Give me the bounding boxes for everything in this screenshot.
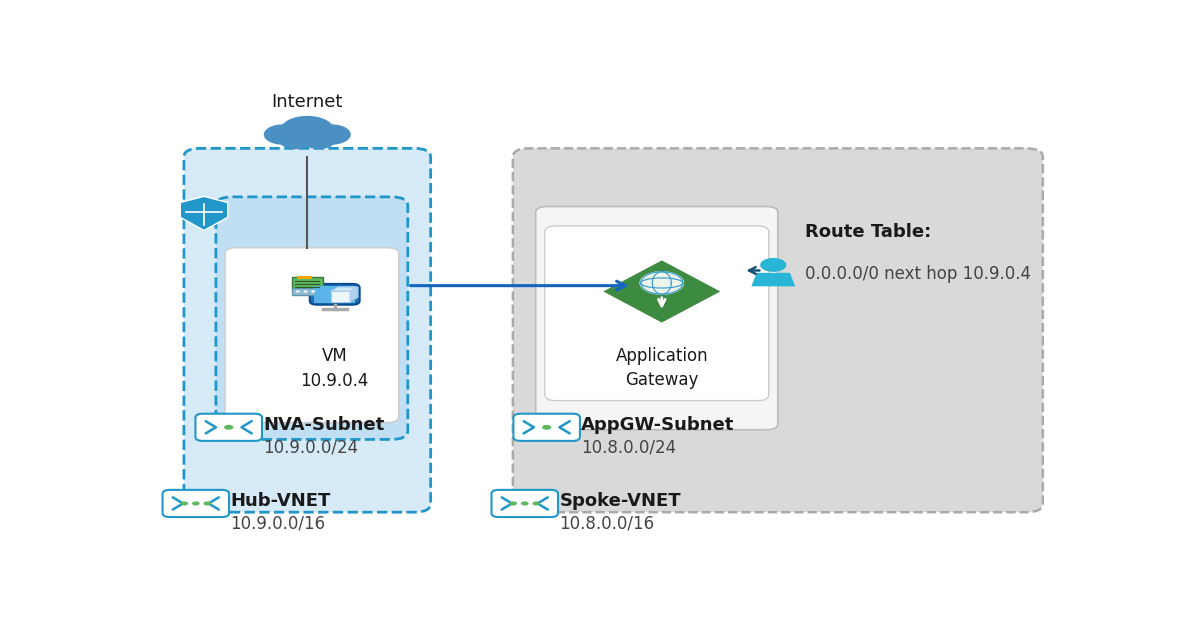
Circle shape xyxy=(760,258,786,272)
Polygon shape xyxy=(180,197,228,231)
FancyBboxPatch shape xyxy=(314,286,356,302)
FancyBboxPatch shape xyxy=(297,277,312,280)
Text: Application
Gateway: Application Gateway xyxy=(615,347,709,389)
Text: 10.8.0.0/24: 10.8.0.0/24 xyxy=(581,438,677,457)
Circle shape xyxy=(639,271,684,295)
Text: 10.9.0.4: 10.9.0.4 xyxy=(301,372,369,389)
Circle shape xyxy=(192,501,199,505)
Circle shape xyxy=(279,132,312,149)
Circle shape xyxy=(281,116,334,144)
Text: 10.9.0.0/24: 10.9.0.0/24 xyxy=(263,438,358,457)
Circle shape xyxy=(521,501,528,505)
Circle shape xyxy=(180,501,189,505)
Polygon shape xyxy=(330,287,358,291)
Text: NVA-Subnet: NVA-Subnet xyxy=(263,416,384,434)
Circle shape xyxy=(533,501,540,505)
FancyBboxPatch shape xyxy=(292,289,323,295)
Text: VM: VM xyxy=(322,347,348,365)
Text: AppGW-Subnet: AppGW-Subnet xyxy=(581,416,735,434)
Circle shape xyxy=(302,132,335,149)
Text: Route Table:: Route Table: xyxy=(805,222,931,241)
Circle shape xyxy=(312,124,351,145)
FancyBboxPatch shape xyxy=(196,414,262,441)
Circle shape xyxy=(303,290,308,292)
Circle shape xyxy=(204,501,211,505)
Circle shape xyxy=(296,290,299,292)
Text: 10.9.0.0/16: 10.9.0.0/16 xyxy=(231,515,325,533)
FancyBboxPatch shape xyxy=(535,207,778,430)
Circle shape xyxy=(311,290,316,292)
FancyBboxPatch shape xyxy=(216,197,408,440)
FancyBboxPatch shape xyxy=(330,291,350,302)
Circle shape xyxy=(264,124,302,145)
FancyBboxPatch shape xyxy=(283,135,331,142)
Text: 0.0.0.0/0 next hop 10.9.0.4: 0.0.0.0/0 next hop 10.9.0.4 xyxy=(805,265,1032,283)
Circle shape xyxy=(224,425,233,430)
FancyBboxPatch shape xyxy=(184,149,430,512)
FancyBboxPatch shape xyxy=(163,490,229,517)
FancyBboxPatch shape xyxy=(513,149,1043,512)
Polygon shape xyxy=(751,273,795,286)
FancyBboxPatch shape xyxy=(492,490,558,517)
Circle shape xyxy=(542,425,552,430)
FancyBboxPatch shape xyxy=(225,248,399,423)
Text: 10.8.0.0/16: 10.8.0.0/16 xyxy=(560,515,654,533)
Text: Hub-VNET: Hub-VNET xyxy=(231,492,331,510)
Text: Spoke-VNET: Spoke-VNET xyxy=(560,492,681,510)
FancyBboxPatch shape xyxy=(545,226,769,401)
Polygon shape xyxy=(601,259,723,324)
Text: Internet: Internet xyxy=(271,93,343,111)
Polygon shape xyxy=(350,287,358,302)
FancyBboxPatch shape xyxy=(513,414,580,441)
Circle shape xyxy=(509,501,518,505)
FancyBboxPatch shape xyxy=(292,277,323,289)
FancyBboxPatch shape xyxy=(310,284,360,305)
